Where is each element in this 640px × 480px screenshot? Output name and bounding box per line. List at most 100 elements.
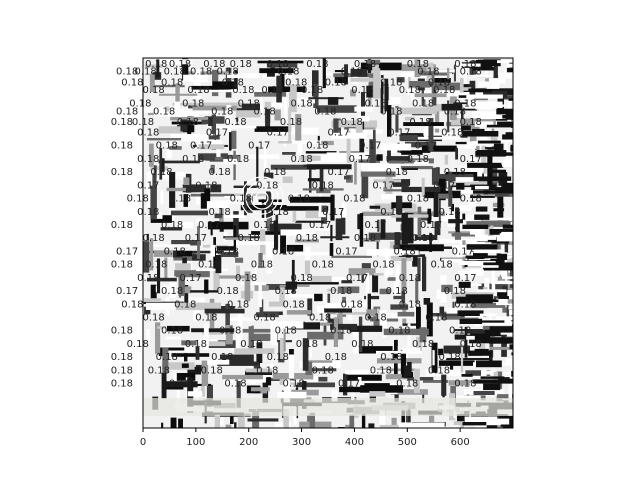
cell-value-label: 0.18 [227,154,249,165]
cell-value-label: 0.18 [169,59,191,70]
cell-value-label: 0.18 [386,167,408,178]
cell-value-label: 0.18 [275,326,297,337]
cell-value-label: 0.18 [264,167,286,178]
cell-value-label: 0.18 [393,246,415,257]
cell-value-label: 0.18 [150,167,172,178]
cell-value-label: 0.17 [359,141,381,152]
x-tick-label: 100 [186,437,205,448]
x-tick-label: 200 [239,437,258,448]
cell-value-label: 0.17 [248,141,270,152]
cell-value-label: 0.17 [433,180,455,191]
cell-value-label: 0.18 [127,339,149,350]
cell-value-label: 0.17 [198,220,220,231]
cell-value-label: 0.18 [219,326,241,337]
cell-value-label: 0.18 [137,128,159,139]
cell-value-label: 0.18 [111,352,133,363]
cell-value-label: 0.18 [235,273,257,284]
cell-value-label: 0.18 [111,141,133,152]
cell-value-label: 0.18 [111,167,133,178]
cell-value-label: 0.18 [161,286,183,297]
cell-value-label: 0.18 [364,313,386,324]
cell-value-label: 0.18 [211,106,233,117]
cell-value-label: 0.18 [433,85,455,96]
cell-value-label: 0.18 [164,67,186,78]
cell-value-label: 0.18 [182,98,204,109]
cell-value-label: 0.18 [238,233,260,244]
cell-value-label: 0.18 [460,194,482,205]
cell-value-label: 0.17 [372,180,394,191]
cell-value-label: 0.18 [412,233,434,244]
cell-value-label: 0.18 [428,77,450,88]
cell-value-label: 0.18 [177,117,199,128]
cell-value-label: 0.18 [301,85,323,96]
cell-value-label: 0.18 [430,260,452,271]
cell-value-label: 0.18 [386,286,408,297]
cell-value-label: 0.17 [420,220,442,231]
cell-value-label: 0.17 [452,246,474,257]
cell-value-label: 0.18 [111,260,133,271]
cell-value-label: 0.18 [145,59,167,70]
cell-value-label: 0.18 [309,313,331,324]
cell-value-label: 0.18 [208,207,230,218]
cell-value-label: 0.18 [169,194,191,205]
cell-value-label: 0.18 [380,77,402,88]
cell-value-label: 0.17 [454,273,476,284]
cell-value-label: 0.18 [354,59,376,70]
cell-value-label: 0.18 [407,59,429,70]
cell-value-label: 0.18 [137,273,159,284]
cell-value-label: 0.18 [182,154,204,165]
cell-value-label: 0.18 [417,67,439,78]
cell-value-label: 0.18 [280,117,302,128]
cell-value-label: 0.18 [380,207,402,218]
cell-value-label: 0.17 [179,273,201,284]
cell-value-label: 0.18 [343,194,365,205]
cell-value-label: 0.18 [438,207,460,218]
cell-value-label: 0.18 [227,299,249,310]
cell-value-label: 0.18 [208,167,230,178]
cell-value-label: 0.17 [116,286,138,297]
cell-value-label: 0.18 [156,352,178,363]
cell-value-label: 0.18 [277,67,299,78]
cell-value-label: 0.18 [341,117,363,128]
cell-value-label: 0.18 [330,326,352,337]
cell-value-label: 0.18 [156,141,178,152]
cell-value-label: 0.18 [190,67,212,78]
cell-value-label: 0.18 [412,339,434,350]
cell-value-label: 0.18 [116,106,138,117]
cell-value-label: 0.18 [351,339,373,350]
cell-value-label: 0.18 [134,67,156,78]
cell-value-label: 0.18 [306,141,328,152]
cell-value-label: 0.18 [444,286,466,297]
cell-value-label: 0.18 [185,339,207,350]
cell-value-label: 0.18 [198,260,220,271]
cell-value-label: 0.18 [296,233,318,244]
cell-value-label: 0.18 [224,117,246,128]
cell-value-label: 0.17 [267,128,289,139]
cell-value-label: 0.18 [137,207,159,218]
cell-value-label: 0.18 [153,106,175,117]
cell-value-label: 0.18 [267,207,289,218]
cell-value-label: 0.18 [296,339,318,350]
cell-value-label: 0.18 [341,67,363,78]
cell-value-label: 0.18 [312,260,334,271]
x-tick-label: 600 [451,437,470,448]
cell-value-label: 0.18 [232,85,254,96]
cell-value-label: 0.18 [195,313,217,324]
cell-value-label: 0.18 [137,154,159,165]
cell-value-label: 0.18 [169,379,191,390]
cell-value-label: 0.18 [388,326,410,337]
cell-value-label: 0.18 [306,59,328,70]
cell-value-label: 0.18 [253,313,275,324]
cell-value-label: 0.18 [282,379,304,390]
cell-value-label: 0.18 [238,98,260,109]
cell-value-label: 0.18 [425,313,447,324]
cell-value-label: 0.17 [364,220,386,231]
cell-value-label: 0.18 [412,98,434,109]
cell-value-label: 0.18 [275,286,297,297]
cell-value-label: 0.18 [261,85,283,96]
cell-value-label: 0.17 [185,233,207,244]
cell-value-label: 0.18 [142,233,164,244]
x-tick-label: 500 [398,437,417,448]
cell-value-label: 0.17 [346,273,368,284]
cell-value-label: 0.18 [272,246,294,257]
